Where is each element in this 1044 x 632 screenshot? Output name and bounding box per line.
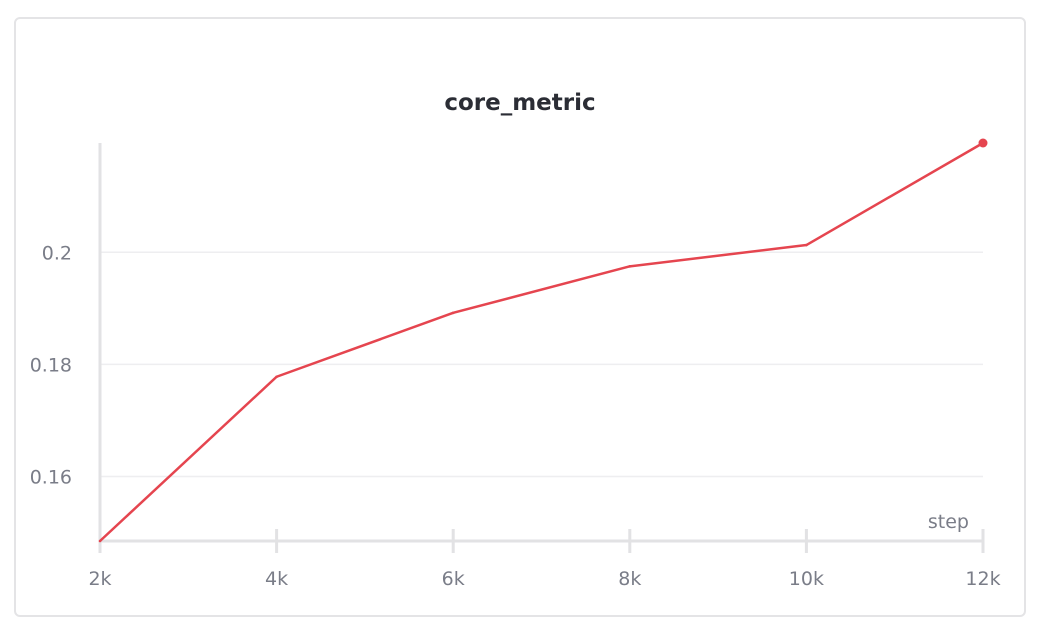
y-tick-label: 0.2 <box>42 242 72 264</box>
x-tick-label: 10k <box>789 568 824 590</box>
x-tick-label: 8k <box>618 568 641 590</box>
data-point <box>275 375 278 379</box>
y-tick-label: 0.16 <box>30 467 72 489</box>
data-point <box>98 539 102 543</box>
x-tick-label: 12k <box>965 568 1000 590</box>
x-axis-ticks: 2k 4k 6k 8k 10k 12k <box>88 529 1001 590</box>
gridlines <box>100 251 983 478</box>
x-tick-label: 6k <box>442 568 465 590</box>
data-point <box>805 243 808 247</box>
series-line <box>99 141 984 542</box>
data-point <box>978 138 988 148</box>
chart-title: core_metric <box>444 90 595 116</box>
y-tick-label: 0.18 <box>30 354 72 376</box>
data-point <box>628 265 632 268</box>
x-tick-label: 2k <box>88 568 111 590</box>
chart-panel <box>14 17 1026 617</box>
series-group <box>98 138 988 543</box>
data-point <box>451 311 455 315</box>
x-tick-label: 4k <box>265 568 288 590</box>
y-axis-ticks: 0.16 0.18 0.2 <box>30 242 72 488</box>
x-axis-label: step <box>928 511 969 533</box>
